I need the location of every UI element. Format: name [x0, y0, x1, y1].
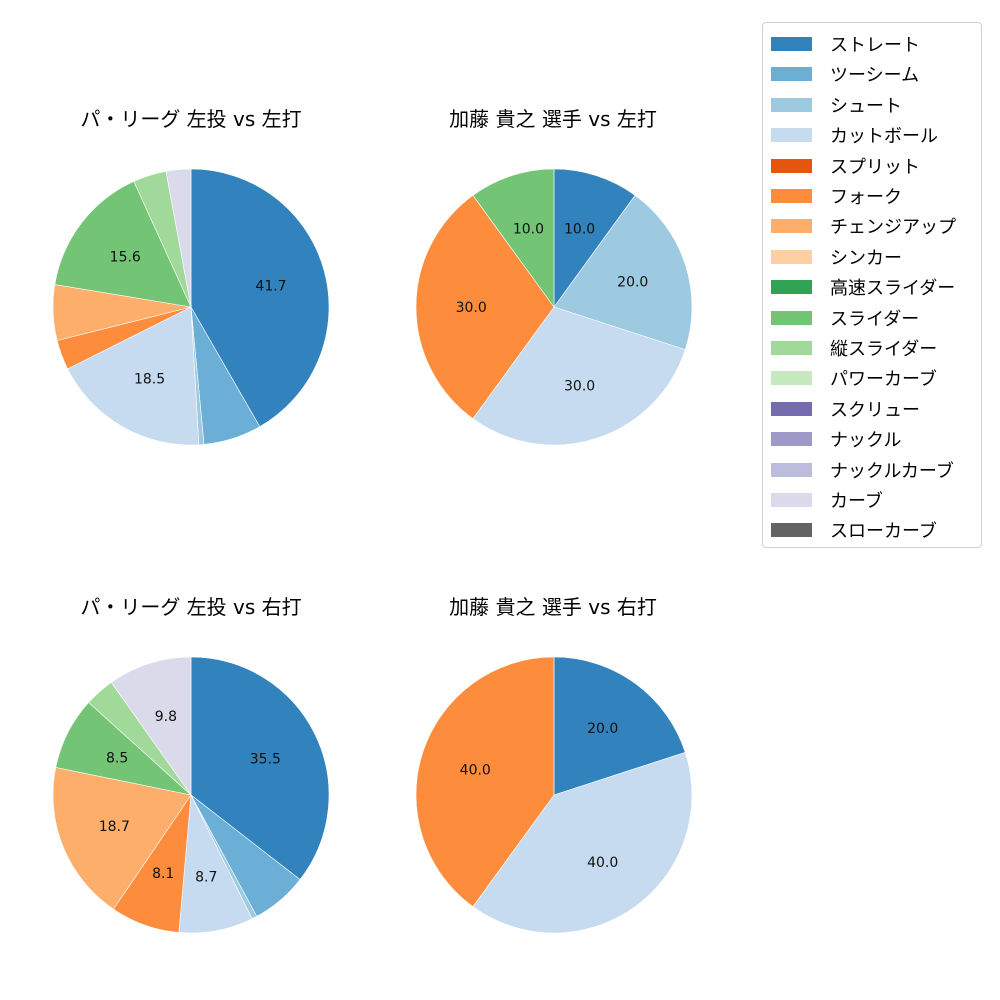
legend-label: シュート — [830, 95, 902, 117]
pie-slice — [553, 194, 693, 351]
legend-swatch — [771, 67, 812, 82]
pie-slice-label: 8.1 — [152, 866, 174, 882]
legend-label: フォーク — [830, 187, 902, 208]
legend-label: パワーカーブ — [830, 369, 937, 391]
legend-swatch — [771, 462, 812, 477]
chart-title-top-right: 加藤 貴之 選手 vs 左打 — [449, 107, 657, 131]
legend-swatch — [771, 371, 812, 386]
legend-label: 高速スライダー — [830, 278, 956, 300]
legend-item: 縦スライダー — [771, 337, 938, 360]
chart-title-bottom-left: パ・リーグ 左投 vs 右打 — [80, 595, 302, 619]
pie-slice-label: 15.6 — [110, 250, 141, 266]
legend-label: スライダー — [830, 308, 920, 330]
legend-item: カーブ — [771, 489, 883, 512]
pie-chart-player-vs-left: 10.0 20.0 30.0 30.0 10.0 — [415, 168, 693, 446]
pie-slice-label: 41.7 — [255, 279, 286, 295]
legend-label: 縦スライダー — [830, 339, 938, 360]
legend-item: カットボール — [771, 124, 938, 148]
legend-swatch — [771, 523, 812, 538]
legend-item: ナックルカーブ — [771, 459, 954, 482]
pie-slice-label: 20.0 — [617, 274, 648, 290]
legend-label: ナックルカーブ — [830, 460, 954, 482]
pie-slice — [472, 751, 693, 934]
pie-slice-label: 35.5 — [250, 752, 281, 768]
pie-slice — [553, 656, 686, 796]
pie-slice — [54, 181, 192, 308]
pie-slice — [415, 656, 555, 908]
legend-item: スローカーブ — [771, 519, 937, 543]
legend-item: シュート — [771, 94, 902, 117]
legend-swatch — [771, 310, 812, 325]
pie-slice-label: 8.7 — [195, 869, 217, 885]
pie-slice — [415, 194, 555, 420]
pie-slice — [472, 168, 555, 308]
legend-label: スクリュー — [830, 399, 920, 421]
pie-slice — [190, 168, 330, 428]
legend-swatch — [771, 401, 812, 416]
pie-slice — [553, 168, 636, 308]
pie-slice-label: 9.8 — [155, 709, 177, 725]
legend-swatch — [771, 158, 812, 173]
legend-label: スプリット — [830, 156, 920, 178]
pie-slice — [67, 306, 200, 446]
pie-slice-label: 8.5 — [106, 751, 128, 767]
legend-swatch — [771, 280, 812, 295]
legend-swatch — [771, 432, 812, 447]
legend-item: パワーカーブ — [771, 367, 937, 391]
pie-slice-label: 40.0 — [460, 762, 491, 778]
legend-label: ストレート — [830, 35, 920, 56]
legend-label: シンカー — [830, 247, 902, 269]
pie-slice-label: 30.0 — [456, 300, 487, 316]
pie-chart-league-vs-left: 41.7 18.5 15.6 — [52, 168, 330, 446]
pie-slice-label: 40.0 — [587, 855, 618, 871]
pie-slice — [165, 168, 192, 308]
legend-swatch — [771, 493, 812, 507]
pie-slice-label: 18.5 — [134, 372, 165, 388]
legend-item: スプリット — [771, 155, 920, 178]
pie-slice — [190, 656, 330, 881]
legend-item: ストレート — [771, 33, 920, 56]
legend-swatch — [771, 341, 812, 355]
legend-swatch — [771, 128, 812, 143]
legend-swatch — [771, 97, 812, 112]
legend-item: チェンジアップ — [771, 215, 956, 239]
legend-swatch — [771, 37, 812, 51]
legend-item: スライダー — [771, 307, 920, 330]
pie-slice — [110, 656, 192, 796]
legend-label: カーブ — [830, 491, 883, 512]
chart-title-top-left: パ・リーグ 左投 vs 左打 — [80, 107, 302, 131]
legend-item: ナックル — [771, 428, 902, 452]
legend-item: ツーシーム — [771, 63, 920, 87]
legend-label: ツーシーム — [830, 65, 920, 87]
legend-swatch — [771, 219, 812, 234]
legend-swatch — [771, 189, 812, 203]
pie-slice-label: 30.0 — [564, 379, 595, 395]
legend-label: ナックル — [830, 430, 902, 452]
legend-swatch — [771, 249, 812, 264]
legend: ストレートツーシームシュートカットボール スプリットフォークチェンジアップ シンカー… — [762, 22, 982, 548]
pie-slice — [52, 767, 192, 910]
legend-item: 高速スライダー — [771, 276, 956, 300]
chart-title-bottom-right: 加藤 貴之 選手 vs 右打 — [449, 595, 657, 619]
legend-item: スクリュー — [771, 398, 920, 421]
pie-slice-label: 10.0 — [513, 221, 544, 237]
pie-slice-label: 10.0 — [564, 221, 595, 237]
pie-chart-league-vs-right: 35.5 8.7 8.1 18.7 8.5 9.8 — [52, 656, 330, 934]
pie-slice-label: 18.7 — [99, 819, 130, 835]
pie-slice-label: 20.0 — [587, 721, 618, 737]
legend-label: スローカーブ — [830, 521, 937, 543]
legend-item: フォーク — [771, 185, 902, 208]
pie-slice — [472, 306, 686, 446]
pie-chart-player-vs-right: 20.0 40.0 40.0 — [415, 656, 693, 934]
legend-label: チェンジアップ — [830, 217, 956, 239]
legend-item: シンカー — [771, 246, 902, 269]
legend-label: カットボール — [830, 126, 938, 148]
